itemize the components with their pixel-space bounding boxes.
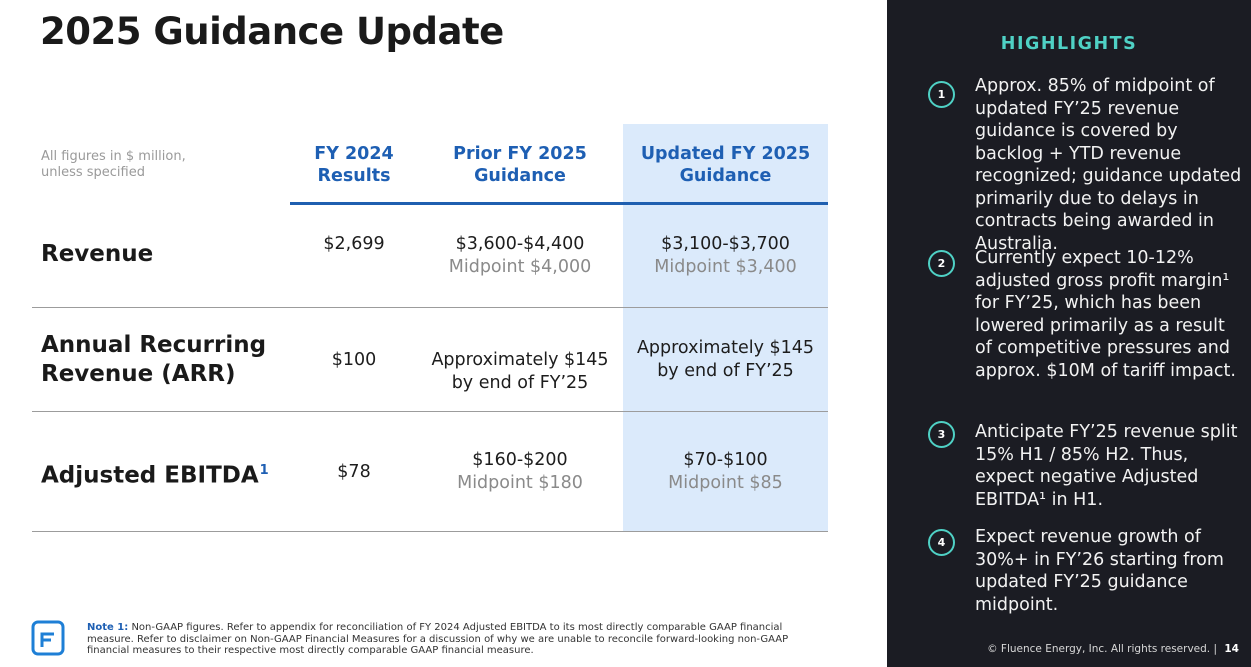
separator: |	[1213, 643, 1218, 655]
cell-ebitda-fy2024: $78	[337, 462, 371, 482]
cell-midpoint: Midpoint $4,000	[448, 257, 592, 277]
cell-ebitda-prior: $160-$200 Midpoint $180	[418, 449, 622, 495]
copyright-text: © Fluence Energy, Inc. All rights reserv…	[987, 643, 1211, 655]
header-divider	[290, 202, 828, 205]
highlight-item: Currently expect 10-12% adjusted gross p…	[975, 248, 1236, 381]
number-badge-icon: 3	[928, 421, 955, 448]
units-note: All figures in $ million, unless specifi…	[41, 149, 186, 181]
footnote-text: Non-GAAP figures. Refer to appendix for …	[87, 622, 789, 657]
column-header-line1: Prior FY 2025	[453, 144, 587, 164]
column-header-line2: Results	[317, 166, 391, 186]
cell-range: $3,100-$3,700	[661, 234, 790, 254]
row-divider	[32, 307, 828, 308]
column-header-fy2024: FY 2024 Results	[291, 143, 417, 187]
cell-arr-fy2024: $100	[331, 350, 377, 370]
cell-arr-prior: Approximately $145 by end of FY’25	[418, 349, 622, 395]
cell-value-detail: by end of FY’25	[451, 373, 589, 393]
row-label-text: Revenue	[41, 241, 154, 267]
cell-range: $70-$100	[683, 450, 768, 470]
cell-ebitda-updated: $70-$100 Midpoint $85	[623, 449, 828, 495]
column-header-line1: Updated FY 2025	[640, 144, 811, 164]
cell-value: Approximately $145	[636, 338, 815, 358]
units-note-line2: unless specified	[41, 165, 145, 180]
column-header-line1: FY 2024	[314, 144, 394, 164]
highlights-panel: HIGHLIGHTS 1 Approx. 85% of midpoint of …	[887, 0, 1251, 667]
cell-revenue-prior: $3,600-$4,400 Midpoint $4,000	[418, 233, 622, 279]
highlight-item: Anticipate FY’25 revenue split 15% H1 / …	[975, 422, 1238, 510]
cell-range: $3,600-$4,400	[455, 234, 585, 254]
row-divider	[32, 411, 828, 412]
units-note-line1: All figures in $ million,	[41, 149, 186, 164]
cell-range: $160-$200	[472, 450, 568, 470]
highlights-title: HIGHLIGHTS	[1000, 34, 1138, 54]
row-divider	[32, 531, 828, 532]
column-header-line2: Guidance	[679, 166, 772, 186]
footnote: Note 1: Non-GAAP figures. Refer to appen…	[87, 622, 832, 657]
cell-midpoint: Midpoint $3,400	[654, 257, 797, 277]
cell-value-detail: by end of FY’25	[657, 361, 794, 381]
fluence-logo-icon	[31, 620, 65, 656]
row-label-revenue: Revenue	[41, 240, 153, 269]
row-label-text: Adjusted EBITDA	[41, 462, 259, 489]
cell-revenue-updated: $3,100-$3,700 Midpoint $3,400	[623, 233, 828, 279]
row-label-text: Revenue (ARR)	[41, 361, 236, 387]
number-badge-icon: 4	[928, 529, 955, 556]
row-label-text: Annual Recurring	[41, 332, 267, 358]
row-label-adjusted-ebitda: Adjusted EBITDA1	[41, 456, 269, 491]
cell-arr-updated: Approximately $145 by end of FY’25	[623, 337, 828, 383]
updated-guidance-column-highlight	[623, 124, 828, 532]
cell-value: Approximately $145	[431, 350, 609, 370]
highlight-item: Expect revenue growth of 30%+ in FY’26 s…	[975, 527, 1224, 615]
number-badge-icon: 2	[928, 250, 955, 277]
footnote-label: Note 1:	[87, 622, 129, 633]
page-number: 14	[1224, 643, 1239, 655]
footnote-marker: 1	[259, 463, 269, 478]
row-label-arr: Annual Recurring Revenue (ARR)	[41, 331, 266, 389]
column-header-prior-fy2025: Prior FY 2025 Guidance	[418, 143, 622, 187]
cell-midpoint: Midpoint $180	[457, 473, 583, 493]
number-badge-icon: 1	[928, 81, 955, 108]
column-header-line2: Guidance	[474, 166, 566, 186]
column-header-updated-fy2025: Updated FY 2025 Guidance	[623, 143, 828, 187]
highlight-item: Approx. 85% of midpoint of updated FY’25…	[975, 76, 1242, 254]
page-title: 2025 Guidance Update	[40, 10, 504, 53]
cell-revenue-fy2024: $2,699	[323, 234, 385, 254]
cell-midpoint: Midpoint $85	[668, 473, 783, 493]
copyright-footer: © Fluence Energy, Inc. All rights reserv…	[987, 643, 1239, 655]
